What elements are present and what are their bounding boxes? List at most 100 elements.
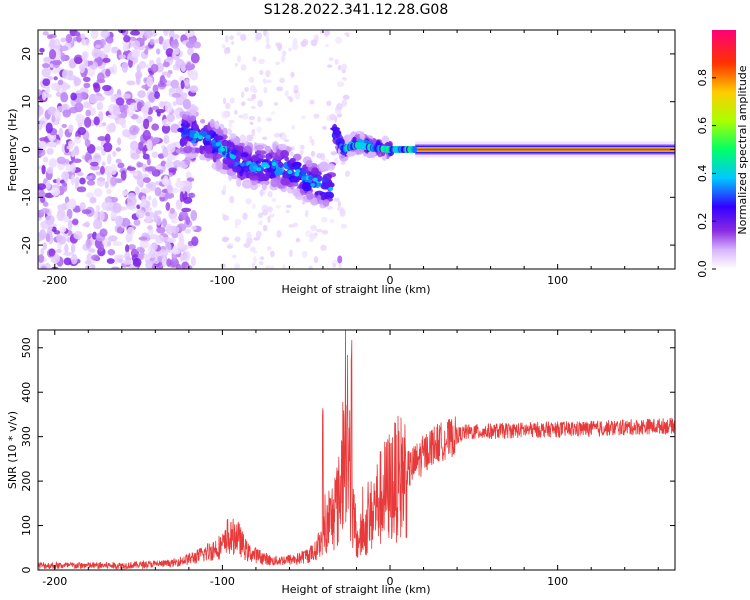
noise-blob (257, 99, 263, 108)
noise-blob (179, 254, 185, 262)
noise-blob (55, 234, 63, 243)
noise-blob (147, 195, 152, 201)
signal-blob (232, 166, 242, 173)
noise-blob (288, 224, 295, 228)
noise-blob (39, 47, 45, 53)
noise-blob (231, 40, 235, 45)
signal-blob (260, 176, 269, 181)
noise-blob (326, 100, 332, 107)
noise-blob (275, 42, 282, 47)
noise-blob (281, 264, 286, 269)
signal-peak (287, 170, 293, 175)
noise-blob (262, 136, 268, 140)
signal-blob (345, 151, 356, 157)
noise-blob (285, 209, 290, 214)
noise-blob (73, 230, 83, 240)
noise-blob (248, 115, 256, 121)
noise-blob (220, 263, 226, 268)
noise-blob (186, 61, 192, 71)
noise-blob (329, 113, 337, 121)
noise-blob (99, 210, 105, 221)
noise-blob (122, 258, 133, 265)
noise-blob (38, 140, 47, 149)
noise-blob (246, 134, 254, 142)
noise-blob (42, 241, 47, 250)
noise-blob (104, 181, 109, 189)
noise-blob (335, 36, 342, 44)
noise-blob (95, 146, 105, 151)
noise-blob (115, 97, 125, 106)
noise-blob (76, 172, 84, 177)
noise-blob (250, 76, 255, 84)
x-tick-label: -100 (210, 575, 235, 588)
noise-blob (38, 254, 45, 263)
noise-blob (238, 114, 244, 119)
noise-blob (133, 219, 141, 226)
noise-blob (129, 125, 139, 136)
noise-blob (74, 136, 82, 144)
noise-blob (151, 123, 160, 131)
noise-blob (172, 245, 178, 255)
noise-blob (259, 69, 264, 76)
noise-blob (163, 134, 170, 145)
noise-blob (39, 229, 47, 240)
signal-blob (319, 163, 328, 170)
signal-blob (292, 176, 300, 183)
noise-blob (74, 56, 83, 64)
noise-blob (70, 174, 76, 186)
noise-blob (42, 31, 49, 36)
signal-blob (337, 255, 343, 264)
signal-blob (330, 151, 338, 156)
noise-blob (136, 175, 145, 187)
noise-blob (275, 61, 281, 66)
noise-blob (80, 38, 86, 47)
signal-blob (301, 181, 312, 192)
noise-blob (81, 52, 88, 61)
noise-blob (294, 91, 301, 100)
noise-blob (184, 156, 191, 166)
signal-peak (197, 135, 203, 140)
noise-blob (142, 177, 151, 183)
noise-blob (170, 79, 180, 89)
noise-blob (61, 103, 68, 111)
noise-blob (267, 215, 271, 224)
noise-blob (299, 144, 305, 150)
noise-blob (168, 172, 173, 177)
signal-blob (367, 151, 377, 159)
signal-peak (271, 164, 277, 169)
noise-blob (144, 166, 154, 172)
noise-blob (190, 256, 196, 267)
noise-blob (101, 122, 107, 127)
noise-blob (62, 68, 70, 80)
noise-blob (135, 209, 145, 219)
signal-blob (199, 145, 204, 154)
colorbar-gradient (712, 30, 736, 269)
noise-blob (341, 63, 348, 71)
noise-blob (73, 77, 82, 86)
noise-blob (325, 43, 330, 48)
signal-blob (243, 165, 249, 173)
signal-peak (205, 134, 211, 139)
noise-blob (310, 39, 318, 47)
signal-blob (292, 182, 299, 187)
noise-blob (291, 125, 296, 130)
noise-blob (116, 226, 124, 234)
colorbar-label: Normalized spectral amplitude (736, 65, 749, 234)
noise-blob (146, 76, 153, 87)
noise-blob (71, 219, 79, 225)
noise-blob (242, 212, 248, 221)
noise-blob (322, 126, 327, 130)
noise-blob (91, 254, 100, 261)
noise-blob (102, 84, 112, 92)
noise-blob (115, 147, 122, 152)
signal-blob (180, 136, 188, 146)
noise-blob (309, 237, 314, 243)
noise-blob (143, 111, 149, 119)
signal-blob (261, 183, 267, 191)
x-tick-label: -200 (42, 274, 67, 287)
noise-blob (258, 260, 264, 266)
noise-blob (56, 177, 61, 186)
noise-blob (302, 250, 308, 258)
noise-blob (252, 56, 257, 62)
noise-blob (67, 219, 73, 231)
